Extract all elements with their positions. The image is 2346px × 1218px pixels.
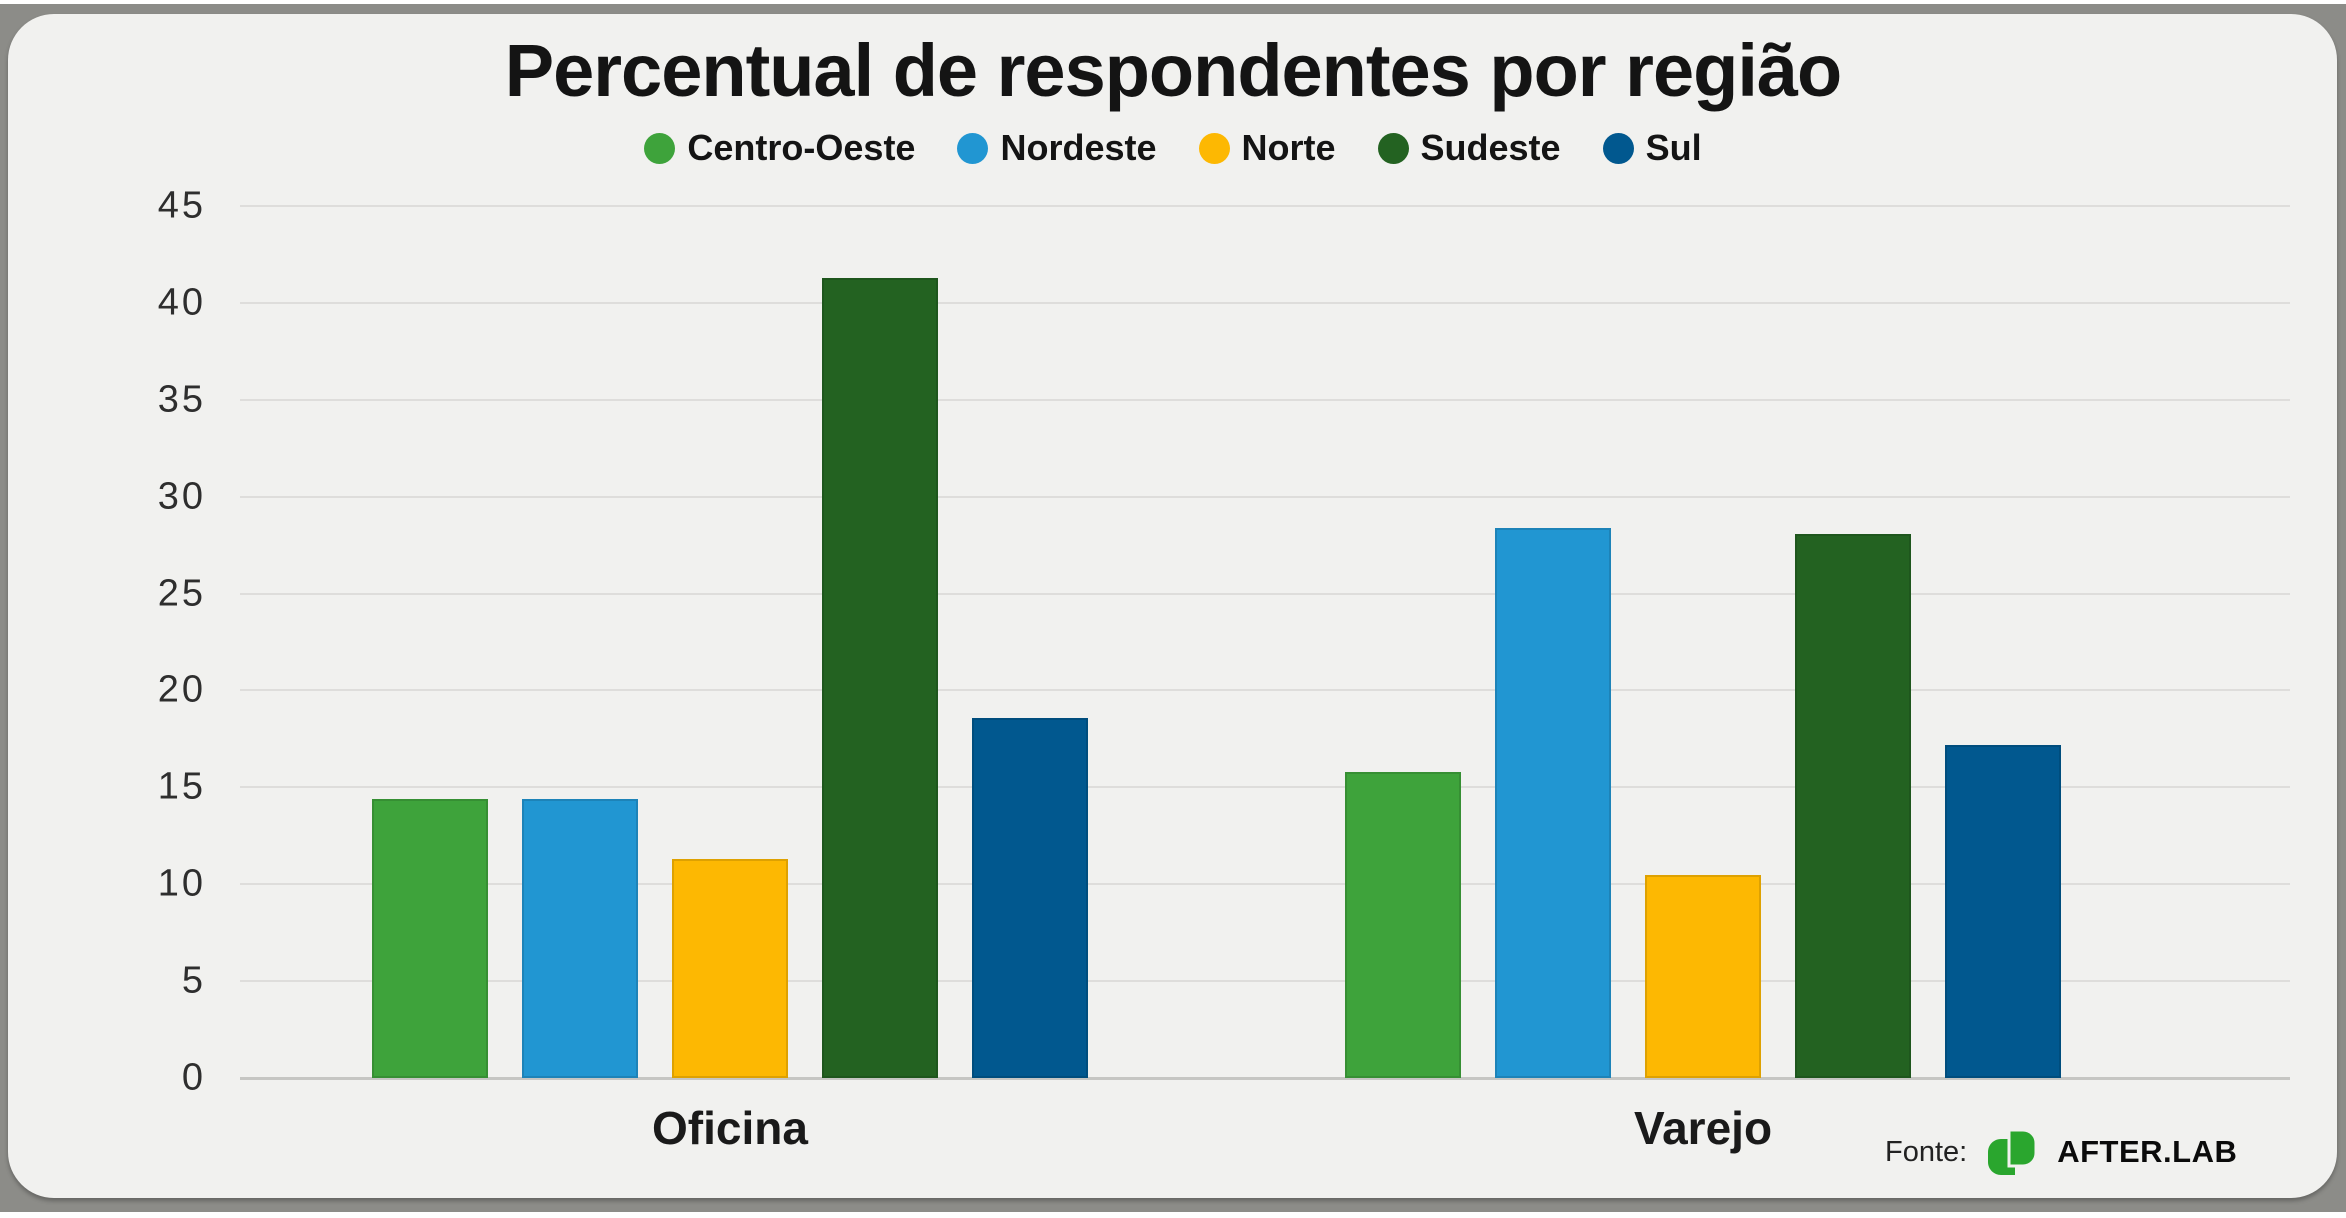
- bar-oficina-sul: [972, 717, 1088, 1078]
- gridline: [240, 592, 2290, 595]
- legend-dot-icon: [1198, 132, 1230, 164]
- bar-oficina-norte: [672, 859, 788, 1078]
- gridline: [240, 205, 2290, 207]
- gridline: [240, 980, 2290, 983]
- bar-oficina-nordeste: [522, 798, 638, 1078]
- y-tick-label: 35: [157, 378, 206, 421]
- legend-label: Norte: [1241, 127, 1336, 168]
- source-label: Fonte:: [1885, 1135, 1968, 1168]
- gridline: [240, 883, 2290, 886]
- bar-varejo-sudeste: [1795, 533, 1911, 1078]
- y-tick-label: 40: [157, 281, 206, 324]
- x-category-label: Varejo: [1633, 1102, 1773, 1154]
- bar-oficina-centro-oeste: [372, 798, 488, 1078]
- x-category-label: Oficina: [652, 1102, 808, 1154]
- gridline: [240, 786, 2290, 789]
- legend-label: Centro-Oeste: [687, 127, 916, 168]
- bar-varejo-nordeste: [1495, 527, 1611, 1078]
- legend-dot-icon: [1602, 132, 1634, 164]
- brand-name: AFTER.LAB: [2057, 1134, 2238, 1169]
- plot-area: [240, 205, 2290, 1080]
- y-tick-label: 15: [157, 765, 206, 808]
- legend-dot-icon: [644, 132, 676, 164]
- legend-item-sul: Sul: [1602, 127, 1702, 169]
- gridline: [240, 301, 2290, 304]
- y-tick-label: 25: [157, 572, 206, 615]
- bar-oficina-sudeste: [822, 277, 938, 1078]
- legend-item-centro-oeste: Centro-Oeste: [644, 127, 915, 169]
- y-tick-label: 30: [157, 475, 206, 518]
- gridline: [240, 398, 2290, 401]
- chart-title: Percentual de respondentes por região: [504, 29, 1842, 112]
- y-tick-label: 5: [181, 959, 206, 1002]
- legend-item-norte: Norte: [1198, 127, 1336, 169]
- source-footer: Fonte: AFTER.LAB: [1885, 1124, 2237, 1180]
- legend-dot-icon: [1377, 132, 1409, 164]
- y-tick-label: 20: [157, 668, 206, 711]
- y-tick-label: 10: [157, 862, 206, 905]
- legend-label: Nordeste: [1000, 127, 1157, 168]
- gridline: [240, 495, 2290, 498]
- legend-item-sudeste: Sudeste: [1377, 127, 1561, 169]
- afterlab-logo-icon: [1988, 1128, 2038, 1175]
- bar-varejo-centro-oeste: [1345, 771, 1461, 1078]
- legend: Centro-Oeste Nordeste Norte Sudeste Sul: [0, 127, 2346, 169]
- legend-item-nordeste: Nordeste: [957, 127, 1157, 169]
- y-tick-label: 0: [181, 1056, 206, 1099]
- gridline: [240, 689, 2290, 692]
- bar-varejo-sul: [1945, 744, 2061, 1078]
- x-axis-line: [240, 1077, 2290, 1080]
- bar-varejo-norte: [1645, 874, 1761, 1078]
- y-tick-label: 45: [157, 184, 206, 227]
- legend-dot-icon: [957, 132, 989, 164]
- legend-label: Sudeste: [1420, 127, 1561, 168]
- legend-label: Sul: [1645, 127, 1702, 168]
